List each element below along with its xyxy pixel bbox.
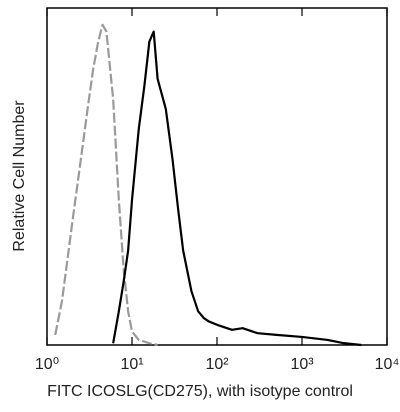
- x-tick-label: 10¹: [120, 356, 143, 373]
- y-axis-label: Relative Cell Number: [11, 100, 28, 252]
- x-axis-label: FITC ICOSLG(CD275), with isotype control: [47, 383, 353, 400]
- x-tick-label: 10⁰: [35, 356, 59, 373]
- series-line: [112, 30, 362, 347]
- x-tick-label: 10³: [290, 356, 314, 373]
- x-tick-label: 10⁴: [375, 356, 400, 373]
- plot-frame: [46, 7, 388, 346]
- x-tick-label: 10²: [205, 356, 229, 373]
- series-line: [54, 23, 158, 347]
